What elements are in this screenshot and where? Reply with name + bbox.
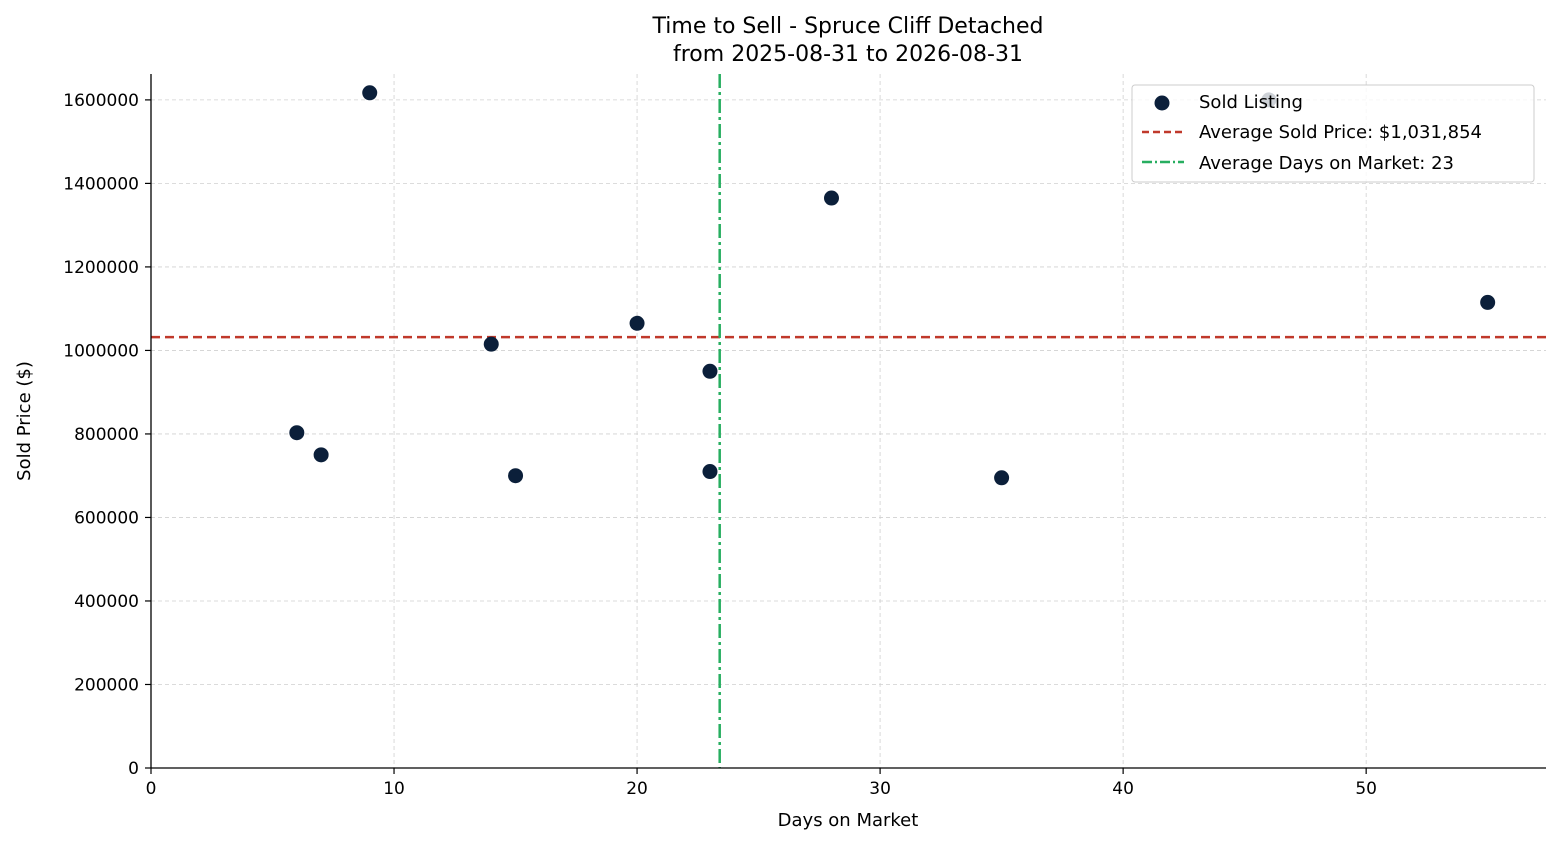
y-tick-label: 1000000: [63, 341, 139, 361]
legend-label-average-days: Average Days on Market: 23: [1199, 153, 1454, 174]
x-tick-label: 0: [146, 779, 157, 799]
x-axis-ticks: 0 10 20 30 40 50: [146, 768, 1377, 799]
data-point: [313, 447, 329, 463]
reference-lines: [151, 74, 1546, 768]
data-point: [289, 425, 305, 441]
chart-title-line2: from 2025-08-31 to 2026-08-31: [673, 42, 1023, 67]
x-tick-label: 50: [1355, 779, 1377, 799]
x-tick-label: 20: [626, 779, 648, 799]
data-point: [629, 315, 645, 331]
y-axis-label: Sold Price ($): [14, 361, 35, 481]
y-tick-label: 600000: [74, 508, 139, 528]
y-tick-label: 1400000: [63, 174, 139, 194]
y-tick-label: 1200000: [63, 258, 139, 278]
y-tick-label: 400000: [74, 592, 139, 612]
x-tick-label: 40: [1112, 779, 1134, 799]
data-point: [508, 468, 524, 484]
x-tick-label: 30: [869, 779, 891, 799]
y-axis-ticks: 0 200000 400000 600000 800000 1000000 1200000 1…: [63, 91, 151, 779]
legend: Sold Listing Average Sold Price: $1,031,…: [1131, 84, 1535, 183]
data-points: [289, 85, 1496, 486]
legend-label-average-price: Average Sold Price: $1,031,854: [1199, 122, 1482, 143]
x-tick-label: 10: [383, 779, 405, 799]
legend-box: [1131, 84, 1535, 183]
data-point: [1480, 294, 1496, 310]
legend-marker-sold-listing: [1154, 95, 1170, 111]
chart-title-line1: Time to Sell - Spruce Cliff Detached: [652, 14, 1044, 39]
legend-label-sold-listing: Sold Listing: [1199, 92, 1303, 113]
y-tick-label: 200000: [74, 675, 139, 695]
y-tick-label: 1600000: [63, 91, 139, 111]
data-point: [823, 190, 839, 206]
data-point: [994, 470, 1010, 486]
y-tick-label: 0: [128, 759, 139, 779]
data-point: [702, 464, 718, 480]
data-point: [362, 85, 378, 101]
data-point: [702, 363, 718, 379]
x-axis-label: Days on Market: [778, 810, 919, 831]
y-tick-label: 800000: [74, 425, 139, 445]
data-point: [483, 336, 499, 352]
